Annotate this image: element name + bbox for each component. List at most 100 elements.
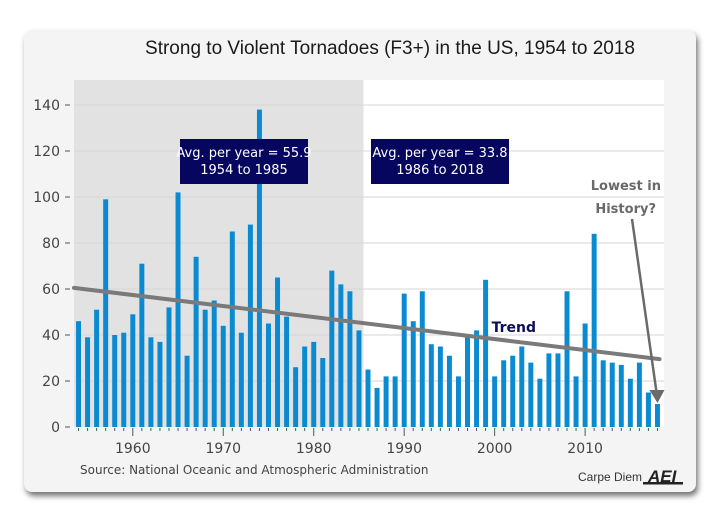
shaded-period	[74, 80, 364, 427]
callout-arrow	[630, 218, 658, 393]
bar-1975	[266, 323, 271, 427]
bar-1987	[374, 387, 380, 427]
bar-1994	[437, 346, 443, 427]
bar-1986	[365, 369, 371, 427]
x-tick-label: 1980	[296, 441, 332, 457]
brand-label: Carpe Diem	[578, 470, 642, 484]
bar-1990	[401, 293, 407, 427]
bar-1954	[76, 321, 82, 427]
bar-2016	[636, 362, 642, 427]
bar-2002	[510, 355, 516, 427]
bar-1977	[284, 316, 290, 427]
x-axis: 1960 1970 1980 1990 2000 2010	[78, 428, 658, 457]
bar-1993	[428, 344, 434, 427]
bar-2011	[591, 233, 597, 427]
callout-arrowhead	[649, 390, 665, 403]
bar-1958	[112, 335, 118, 427]
bar-2009	[573, 376, 579, 427]
svg-text:AEI: AEI	[647, 467, 678, 486]
bar-1991	[410, 321, 416, 427]
callout-line2: History?	[595, 202, 656, 217]
bar-1992	[419, 291, 425, 427]
x-tick-label: 1970	[205, 441, 241, 457]
bar-2010	[582, 323, 588, 427]
bar-1959	[121, 332, 127, 427]
bar-2008	[564, 291, 570, 427]
bar-2014	[618, 364, 624, 427]
y-tick-label: 40	[42, 328, 60, 344]
avg-box-2-line1: Avg. per year = 33.8	[372, 146, 507, 161]
bar-1968	[202, 309, 208, 427]
bar-1972	[238, 332, 244, 427]
bar-2017	[645, 392, 651, 427]
bar-1964	[166, 307, 172, 427]
bar-2000	[492, 376, 498, 427]
bar-1982	[329, 270, 335, 427]
x-tick-label: 1960	[115, 441, 151, 457]
bar-1961	[139, 263, 145, 427]
bar-1988	[383, 376, 389, 427]
avg-box-2: Avg. per year = 33.8 1986 to 2018	[371, 139, 509, 184]
x-tick-label: 2010	[567, 441, 603, 457]
bar-1963	[157, 341, 163, 427]
bar-2006	[546, 353, 552, 427]
bars	[76, 109, 660, 427]
bar-1976	[275, 277, 281, 427]
bar-1985	[356, 330, 362, 427]
bar-1978	[293, 367, 299, 427]
bar-1966	[184, 355, 190, 427]
bar-1969	[211, 300, 217, 427]
bar-1980	[311, 341, 317, 427]
bar-1989	[392, 376, 398, 427]
y-tick-label: 140	[33, 98, 60, 114]
y-tick-label: 60	[42, 282, 60, 298]
bar-2001	[501, 360, 507, 427]
bar-2004	[528, 362, 534, 427]
bar-2005	[537, 378, 543, 427]
bar-2013	[609, 362, 615, 427]
callout-line1: Lowest in	[591, 179, 661, 194]
bar-1967	[193, 256, 199, 427]
y-tick-label: 20	[42, 374, 60, 390]
avg-box-1-line1: Avg. per year = 55.9	[176, 146, 311, 161]
y-tick-label: 80	[42, 236, 60, 252]
avg-box-1: Avg. per year = 55.9 1954 to 1985	[176, 139, 312, 184]
bar-1955	[85, 337, 91, 427]
bar-1956	[94, 309, 100, 427]
bar-1999	[483, 279, 489, 427]
bar-1998	[474, 330, 480, 427]
y-tick-label: 120	[33, 144, 60, 160]
bar-1981	[320, 358, 326, 427]
bar-1962	[148, 337, 154, 427]
bar-2018	[654, 404, 660, 427]
source-note: Source: National Oceanic and Atmospheric…	[80, 463, 429, 477]
bar-1960	[130, 314, 136, 427]
y-tick-label: 0	[51, 420, 60, 436]
bar-2012	[600, 360, 606, 427]
avg-box-2-line2: 1986 to 2018	[396, 163, 483, 178]
bar-1973	[247, 224, 253, 427]
bar-2007	[555, 353, 561, 427]
bar-1996	[455, 376, 461, 427]
x-tick-label: 1990	[386, 441, 422, 457]
x-tick-label: 2000	[477, 441, 513, 457]
bar-1997	[465, 337, 470, 427]
trend-label: Trend	[492, 320, 536, 336]
y-axis: 0 20 40 60 80 100 120 140	[33, 98, 70, 436]
bar-1974	[256, 109, 262, 427]
bar-1970	[220, 325, 226, 427]
bar-1983	[338, 284, 344, 427]
y-tick-label: 100	[33, 190, 60, 206]
chart-title: Strong to Violent Tornadoes (F3+) in the…	[145, 38, 635, 59]
aei-logo-icon: AEI	[643, 467, 683, 486]
bar-1984	[347, 291, 353, 427]
bar-1957	[103, 199, 109, 427]
avg-box-1-line2: 1954 to 1985	[200, 163, 287, 178]
bar-1965	[175, 192, 181, 427]
bar-1995	[446, 355, 452, 427]
bar-2003	[519, 346, 525, 427]
bar-2015	[627, 378, 633, 427]
bar-1979	[302, 346, 308, 427]
bar-1971	[229, 231, 235, 427]
